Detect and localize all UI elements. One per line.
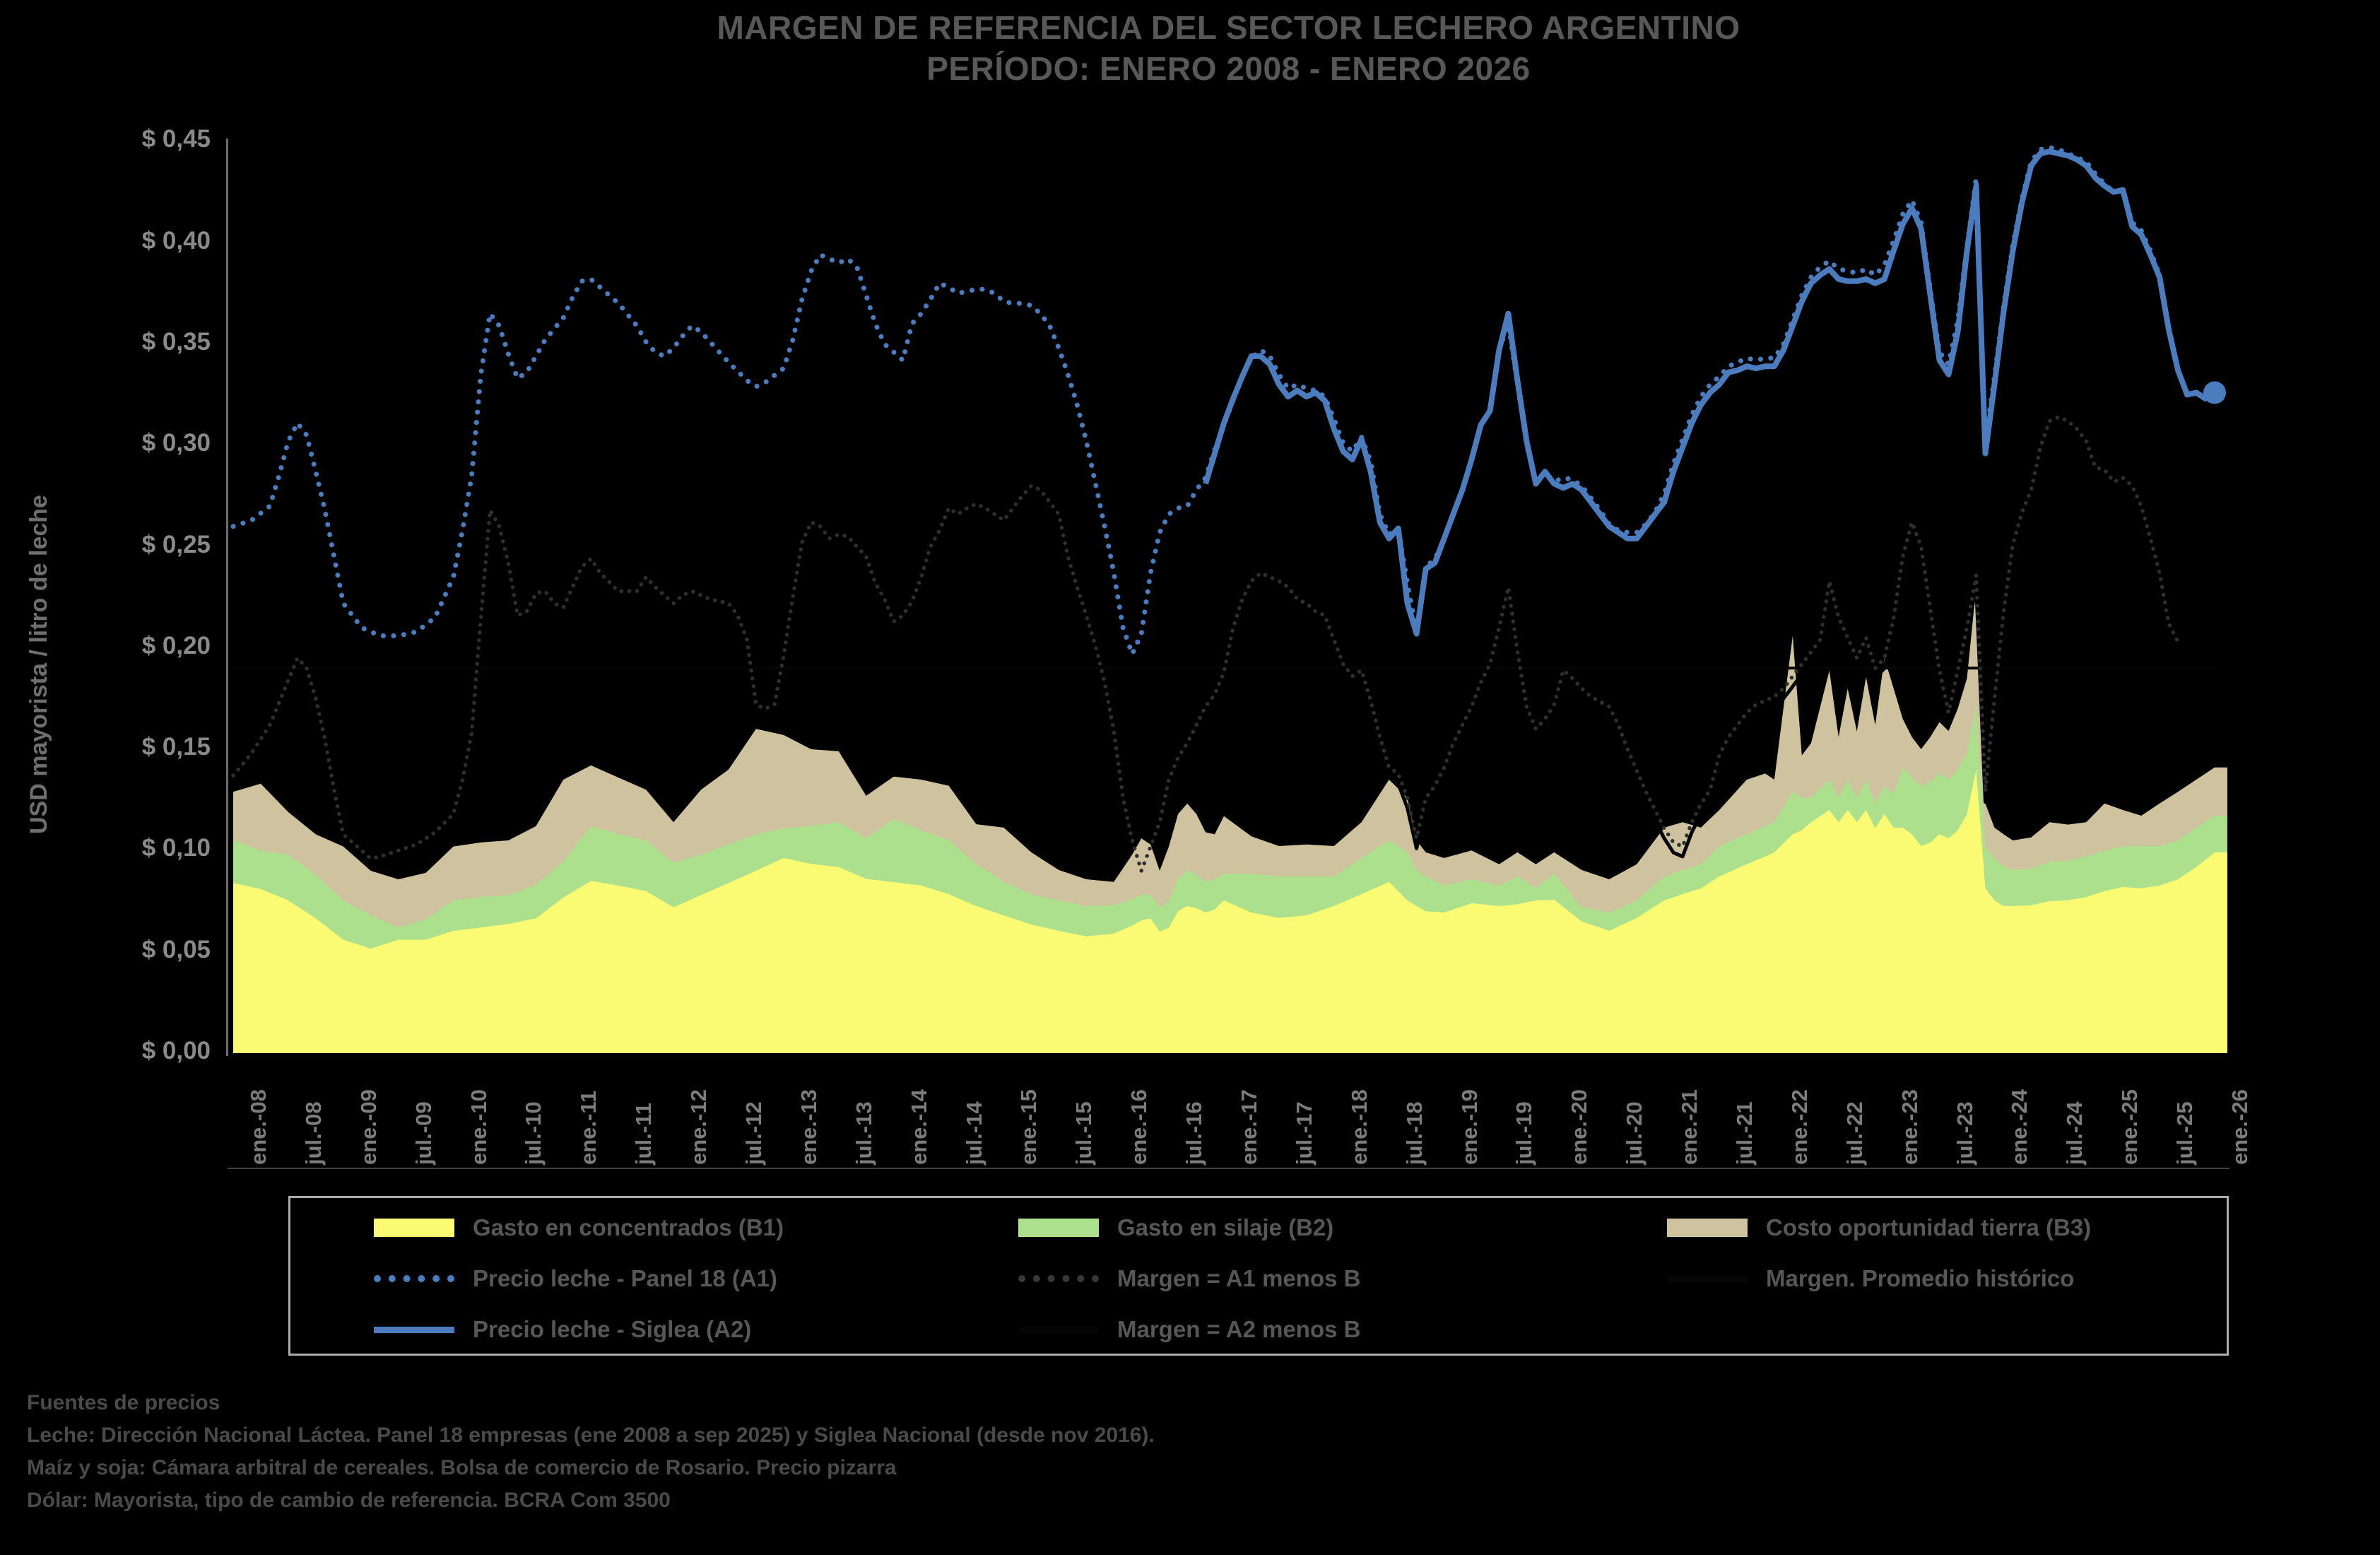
x-tick-label: ene.-16 bbox=[1126, 1089, 1152, 1165]
x-tick-label: jul.-09 bbox=[411, 1101, 436, 1165]
x-tick-label: jul.-12 bbox=[741, 1101, 766, 1165]
x-tick-label: jul.-13 bbox=[851, 1101, 876, 1165]
x-tick-label: ene.-11 bbox=[576, 1090, 601, 1165]
x-tick-label: ene.-13 bbox=[796, 1089, 821, 1165]
legend-item-a2: Precio leche - Siglea (A2) bbox=[374, 1311, 751, 1348]
x-tick-label: jul.-19 bbox=[1512, 1101, 1537, 1165]
legend-item-margen-a1: Margen = A1 menos B bbox=[1018, 1260, 1360, 1297]
x-tick-label: ene.-20 bbox=[1567, 1089, 1592, 1165]
legend-item-b3: Costo oportunidad tierra (B3) bbox=[1667, 1209, 2091, 1246]
legend-item-b1: Gasto en concentrados (B1) bbox=[374, 1209, 784, 1246]
x-tick-label: jul.-17 bbox=[1291, 1101, 1316, 1165]
y-tick-label: $ 0,30 bbox=[141, 429, 211, 457]
x-tick-label: ene.-26 bbox=[2227, 1089, 2252, 1165]
y-tick-label: $ 0,40 bbox=[141, 226, 211, 254]
x-tick-label: ene.-23 bbox=[1897, 1089, 1922, 1165]
series-margen-a2-menos-b bbox=[1204, 425, 2180, 859]
y-axis-title: USD mayorista / litro de leche bbox=[25, 495, 52, 834]
x-tick-label: jul.-14 bbox=[961, 1101, 986, 1165]
x-tick-label: jul.-10 bbox=[521, 1101, 546, 1165]
x-tick-label: ene.-12 bbox=[686, 1089, 712, 1165]
legend-item-a1: Precio leche - Panel 18 (A1) bbox=[374, 1260, 777, 1297]
line-swatch-icon bbox=[1018, 1326, 1099, 1333]
area-swatch-icon bbox=[374, 1219, 454, 1237]
y-tick-label: $ 0,35 bbox=[141, 327, 211, 356]
area-swatch-icon bbox=[1667, 1219, 1748, 1237]
x-tick-label: ene.-25 bbox=[2117, 1089, 2143, 1165]
x-tick-label: jul.-08 bbox=[300, 1101, 326, 1165]
y-tick-label: $ 0,05 bbox=[141, 935, 211, 963]
footnote-line: Maíz y soja: Cámara arbitral de cereales… bbox=[27, 1456, 897, 1479]
x-tick-label: ene.-15 bbox=[1016, 1089, 1042, 1165]
x-tick-label: ene.-18 bbox=[1346, 1089, 1372, 1165]
y-tick-label: $ 0,10 bbox=[141, 834, 211, 862]
legend-label: Margen = A1 menos B bbox=[1117, 1265, 1361, 1291]
x-tick-label: jul.-15 bbox=[1071, 1101, 1097, 1165]
dotted-line-swatch-icon bbox=[1018, 1275, 1099, 1282]
footnote-line: Fuentes de precios bbox=[27, 1391, 220, 1414]
x-tick-label: ene.-19 bbox=[1456, 1089, 1482, 1165]
y-tick-label: $ 0,25 bbox=[141, 530, 211, 558]
legend-label: Costo oportunidad tierra (B3) bbox=[1766, 1214, 2092, 1240]
x-tick-label: ene.-14 bbox=[906, 1089, 931, 1165]
series-margen-a1-menos-b bbox=[231, 415, 2180, 873]
x-tick-label: jul.-11 bbox=[631, 1103, 656, 1165]
footnote-line: Dólar: Mayorista, tipo de cambio de refe… bbox=[27, 1489, 671, 1512]
x-tick-label: ene.-10 bbox=[466, 1089, 491, 1165]
x-tick-label: ene.-08 bbox=[246, 1089, 271, 1165]
plot-area bbox=[230, 145, 2227, 1053]
legend-label: Precio leche - Panel 18 (A1) bbox=[473, 1265, 778, 1291]
x-tick-label: jul.-21 bbox=[1732, 1101, 1757, 1165]
area-concentrados bbox=[233, 769, 2227, 1053]
y-tick-label: $ 0,45 bbox=[141, 125, 211, 153]
chart-title-line1: MARGEN DE REFERENCIA DEL SECTOR LECHERO … bbox=[717, 9, 1740, 46]
footnote-line: Leche: Dirección Nacional Láctea. Panel … bbox=[27, 1424, 1155, 1447]
legend-label: Precio leche - Siglea (A2) bbox=[473, 1316, 752, 1342]
dotted-line-swatch-icon bbox=[374, 1275, 454, 1282]
x-axis-rule bbox=[228, 1168, 2229, 1169]
line-swatch-icon bbox=[374, 1326, 454, 1333]
y-tick-label: $ 0,20 bbox=[141, 631, 211, 659]
x-tick-label: ene.-24 bbox=[2007, 1089, 2032, 1165]
legend-label: Margen = A2 menos B bbox=[1117, 1316, 1361, 1342]
series-precio-leche-siglea-a2- bbox=[1203, 148, 2217, 637]
legend-item-margen-a2: Margen = A2 menos B bbox=[1018, 1311, 1360, 1348]
legend: Gasto en concentrados (B1) Gasto en sila… bbox=[288, 1196, 2229, 1356]
x-tick-label: jul.-16 bbox=[1182, 1101, 1207, 1165]
x-tick-label: ene.-09 bbox=[355, 1089, 381, 1165]
x-tick-label: jul.-22 bbox=[1842, 1101, 1867, 1165]
legend-label: Margen. Promedio histórico bbox=[1766, 1265, 2075, 1291]
x-tick-label: jul.-18 bbox=[1401, 1101, 1427, 1165]
x-tick-label: jul.-20 bbox=[1622, 1101, 1647, 1165]
series-precio-leche-panel-18-a1- bbox=[230, 145, 2181, 657]
x-tick-label: jul.-24 bbox=[2062, 1101, 2087, 1165]
x-tick-label: jul.-23 bbox=[1952, 1101, 1977, 1165]
chart-title-line2: PERÍODO: ENERO 2008 - ENERO 2026 bbox=[926, 50, 1531, 87]
x-tick-label: ene.-22 bbox=[1786, 1089, 1812, 1165]
legend-label: Gasto en concentrados (B1) bbox=[473, 1214, 784, 1240]
y-tick-label: $ 0,15 bbox=[141, 733, 211, 761]
y-tick-label: $ 0,00 bbox=[141, 1037, 211, 1064]
x-tick-label: ene.-17 bbox=[1237, 1089, 1261, 1165]
area-swatch-icon bbox=[1018, 1219, 1099, 1237]
x-tick-label: jul.-25 bbox=[2172, 1101, 2198, 1165]
legend-item-b2: Gasto en silaje (B2) bbox=[1018, 1209, 1333, 1246]
y-axis-line bbox=[226, 139, 228, 1056]
x-tick-label: ene.-21 bbox=[1677, 1089, 1702, 1165]
legend-label: Gasto en silaje (B2) bbox=[1117, 1214, 1334, 1240]
series-end-marker bbox=[2203, 381, 2226, 404]
line-swatch-icon bbox=[1667, 1275, 1748, 1282]
legend-item-promedio: Margen. Promedio histórico bbox=[1667, 1260, 2074, 1297]
